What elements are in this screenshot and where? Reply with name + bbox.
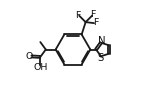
Text: F: F (75, 11, 80, 20)
Text: S: S (97, 53, 104, 63)
Text: F: F (90, 10, 95, 19)
Text: F: F (93, 18, 99, 27)
Text: N: N (98, 36, 105, 46)
Text: O: O (26, 52, 33, 61)
Text: OH: OH (33, 63, 47, 72)
